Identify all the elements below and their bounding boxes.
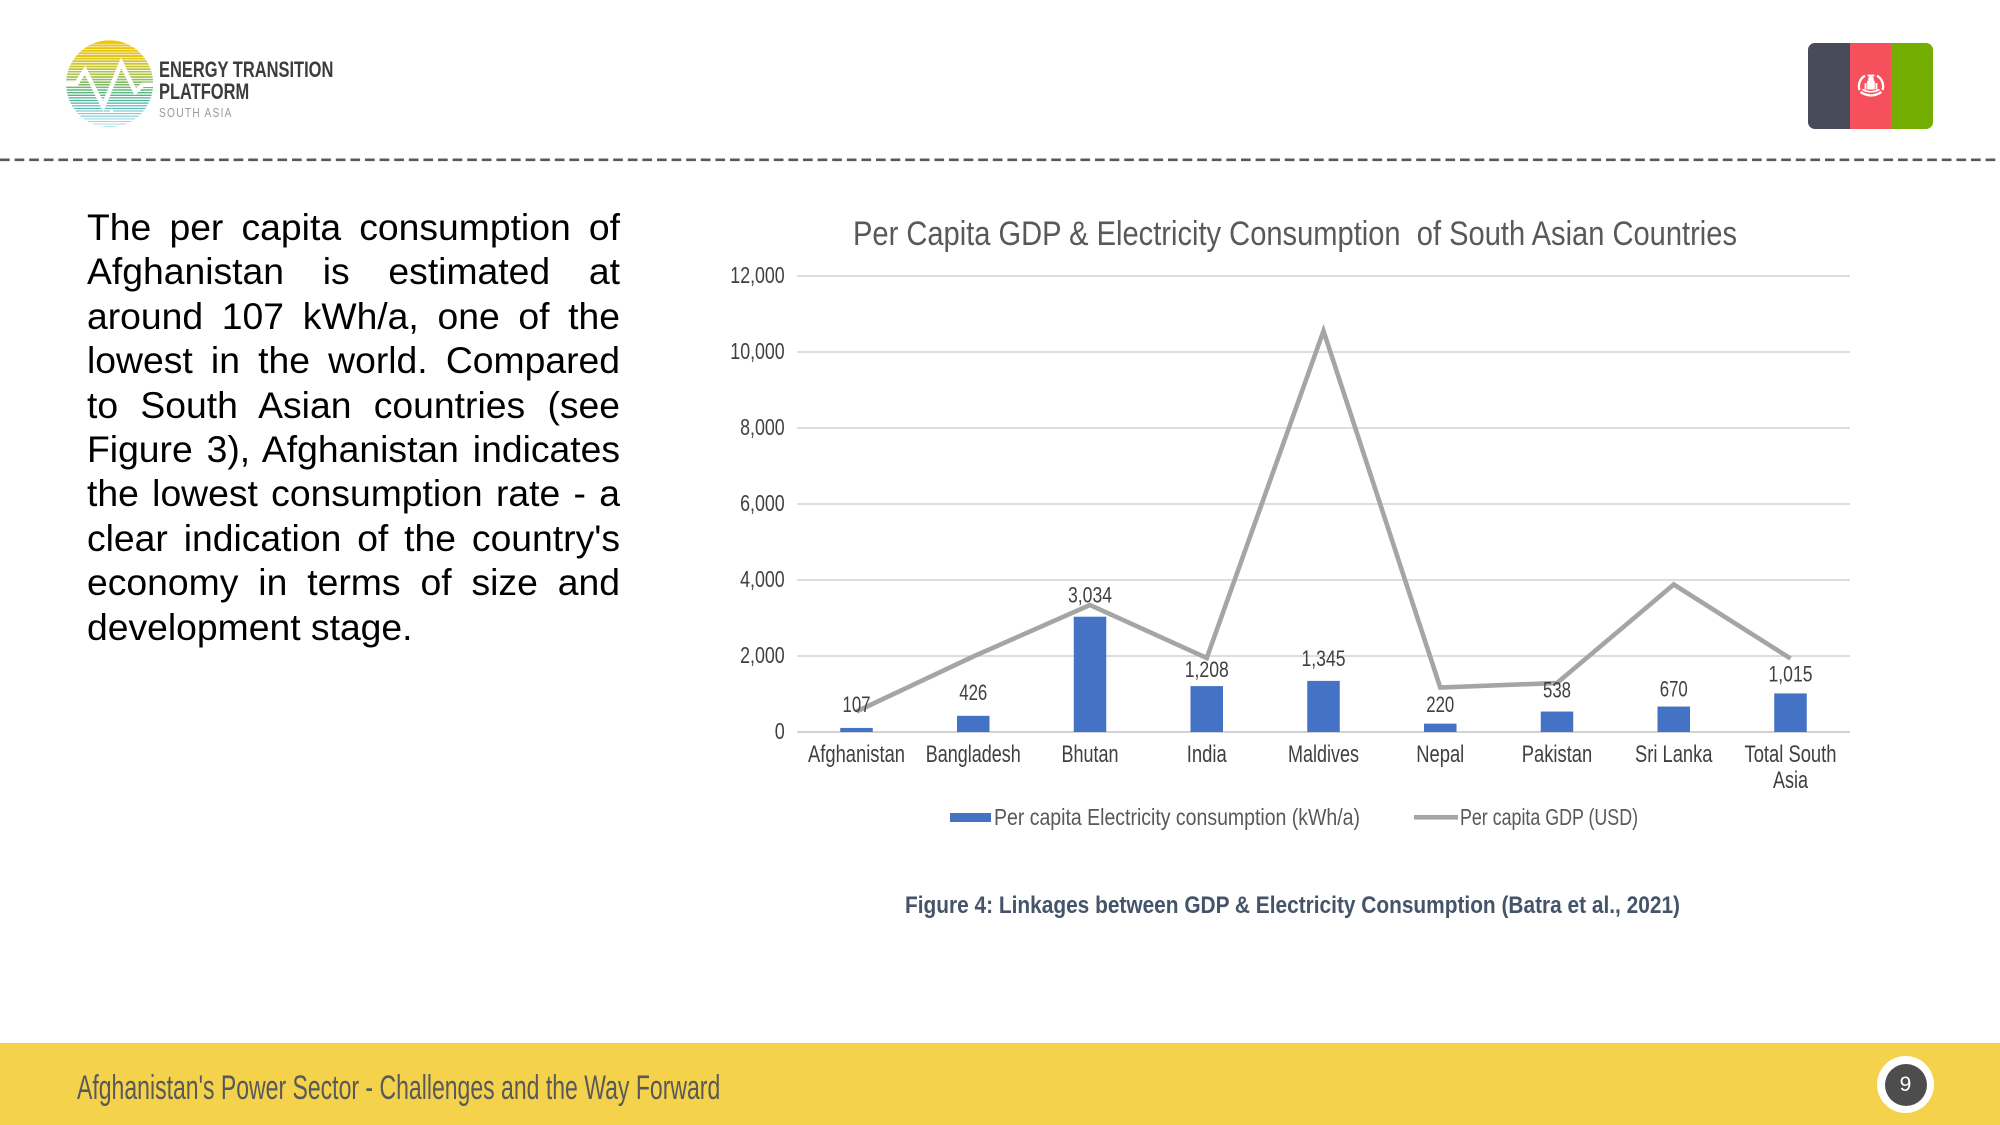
svg-text:Figure 4: Linkages between GDP: Figure 4: Linkages between GDP & Electri… (905, 892, 1680, 919)
svg-text:Pakistan: Pakistan (1522, 741, 1593, 768)
svg-text:10,000: 10,000 (730, 338, 784, 364)
svg-text:1,208: 1,208 (1185, 657, 1229, 682)
svg-text:Bangladesh: Bangladesh (926, 741, 1021, 768)
svg-text:8,000: 8,000 (740, 414, 785, 440)
svg-text:Sri Lanka: Sri Lanka (1635, 741, 1713, 768)
svg-text:Afghanistan: Afghanistan (808, 741, 905, 768)
svg-text:Per Capita GDP & Electricity C: Per Capita GDP & Electricity Consumption… (853, 215, 1737, 253)
svg-text:1,015: 1,015 (1769, 661, 1813, 686)
svg-text:Maldives: Maldives (1288, 741, 1359, 768)
svg-text:220: 220 (1426, 692, 1454, 717)
svg-text:6,000: 6,000 (740, 490, 785, 516)
svg-text:India: India (1187, 741, 1227, 768)
svg-text:2,000: 2,000 (740, 642, 785, 668)
svg-text:426: 426 (959, 680, 987, 705)
svg-text:670: 670 (1660, 677, 1688, 702)
svg-text:0: 0 (775, 718, 785, 744)
svg-text:Per capita Electricity consump: Per capita Electricity consumption (kWh/… (994, 804, 1360, 830)
svg-text:Per capita GDP (USD): Per capita GDP (USD) (1460, 804, 1638, 830)
svg-text:12,000: 12,000 (730, 262, 784, 288)
svg-text:538: 538 (1543, 678, 1571, 703)
svg-text:Asia: Asia (1773, 767, 1808, 794)
svg-text:1,345: 1,345 (1302, 646, 1346, 671)
svg-text:Total South: Total South (1745, 741, 1837, 768)
svg-text:Bhutan: Bhutan (1062, 741, 1119, 768)
svg-text:107: 107 (843, 692, 871, 717)
svg-text:3,034: 3,034 (1068, 583, 1112, 608)
svg-text:4,000: 4,000 (740, 566, 785, 592)
svg-text:Nepal: Nepal (1416, 741, 1464, 768)
